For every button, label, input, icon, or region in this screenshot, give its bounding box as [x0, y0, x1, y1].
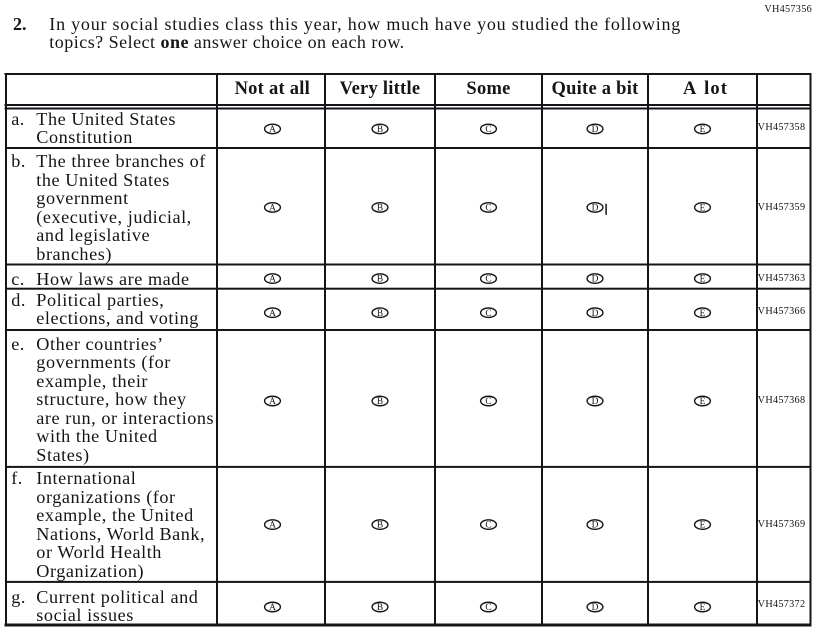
svg-text:B: B	[377, 204, 383, 214]
svg-text:C: C	[485, 397, 491, 407]
svg-text:C: C	[485, 603, 491, 613]
svg-text:D: D	[592, 275, 599, 285]
svg-text:E: E	[700, 603, 706, 613]
svg-text:B: B	[377, 309, 383, 319]
svg-text:B: B	[377, 275, 383, 285]
svg-text:C: C	[485, 309, 491, 319]
svg-text:A: A	[269, 204, 276, 214]
svg-text:B: B	[377, 125, 383, 135]
svg-text:D: D	[592, 521, 599, 531]
svg-text:B: B	[377, 397, 383, 407]
svg-text:D: D	[592, 603, 599, 613]
svg-text:C: C	[485, 204, 491, 214]
svg-text:E: E	[700, 125, 706, 135]
svg-text:A: A	[269, 275, 276, 285]
svg-text:C: C	[485, 125, 491, 135]
svg-text:A: A	[269, 309, 276, 319]
svg-text:D: D	[592, 125, 599, 135]
svg-text:A: A	[269, 397, 276, 407]
svg-text:E: E	[700, 275, 706, 285]
svg-text:C: C	[485, 521, 491, 531]
svg-text:C: C	[485, 275, 491, 285]
svg-text:D: D	[592, 309, 599, 319]
svg-text:E: E	[700, 397, 706, 407]
svg-text:D: D	[592, 204, 599, 214]
svg-text:D: D	[592, 397, 599, 407]
svg-text:E: E	[700, 521, 706, 531]
svg-text:B: B	[377, 521, 383, 531]
svg-text:A: A	[269, 603, 276, 613]
svg-text:A: A	[269, 521, 276, 531]
svg-text:E: E	[700, 309, 706, 319]
svg-text:E: E	[700, 204, 706, 214]
svg-text:B: B	[377, 603, 383, 613]
svg-text:A: A	[269, 125, 276, 135]
